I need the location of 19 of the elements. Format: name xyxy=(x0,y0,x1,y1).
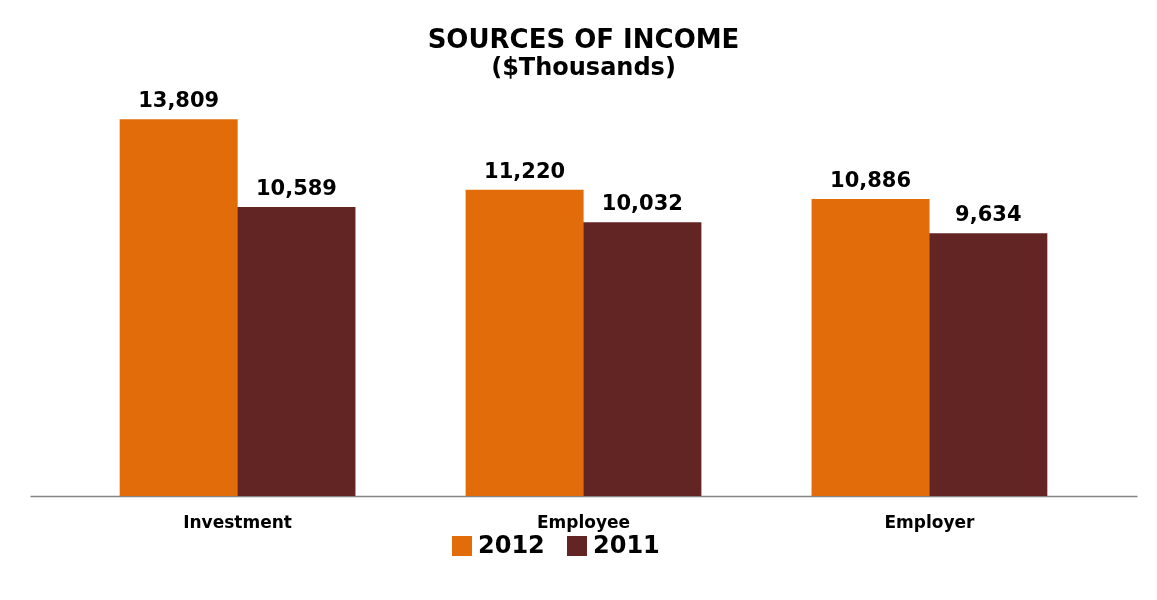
chart-subtitle: ($Thousands) xyxy=(491,53,676,82)
bar xyxy=(929,233,1048,496)
data-label: 11,220 xyxy=(484,158,566,183)
legend-label: 2012 xyxy=(478,531,545,559)
x-tick-label: Investment xyxy=(183,511,292,532)
bar xyxy=(583,222,702,496)
data-label: 10,886 xyxy=(830,167,912,192)
data-label: 10,589 xyxy=(255,176,337,201)
data-label: 9,634 xyxy=(955,202,1022,227)
x-tick-label: Employer xyxy=(884,511,976,532)
x-tick-label: Employee xyxy=(536,511,631,532)
bar xyxy=(237,207,356,496)
bar xyxy=(119,119,238,496)
bar xyxy=(811,198,930,496)
chart-title: SOURCES OF INCOME xyxy=(427,24,740,55)
legend-label: 2011 xyxy=(593,531,660,559)
data-label: 10,032 xyxy=(601,191,683,216)
bar xyxy=(465,189,584,496)
data-label: 13,809 xyxy=(138,88,220,113)
